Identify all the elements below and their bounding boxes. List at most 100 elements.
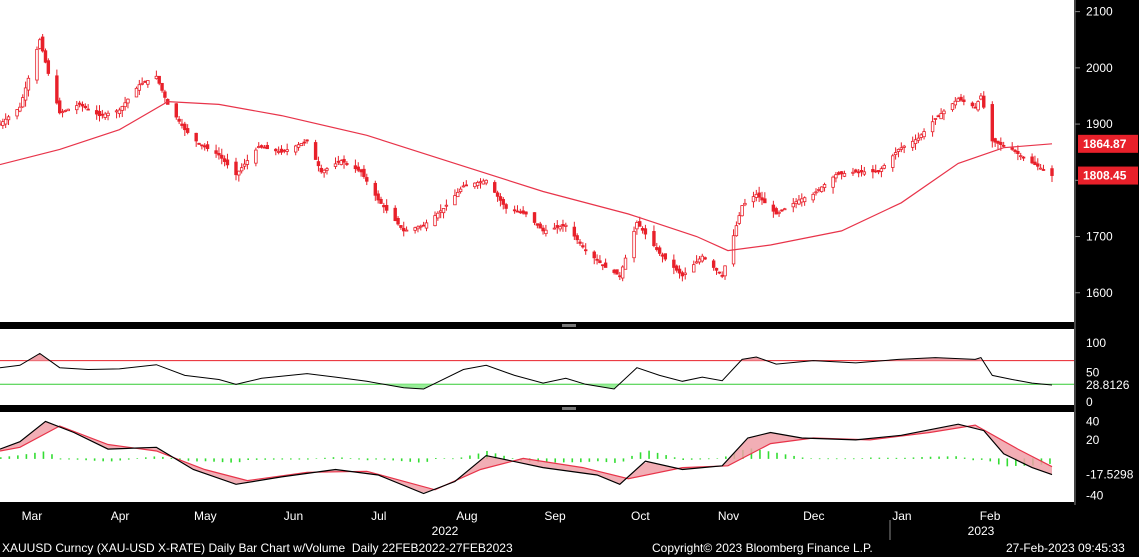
candle-body: [572, 226, 577, 237]
price-tick-label: 1600: [1086, 286, 1113, 300]
candle-body: [521, 210, 525, 214]
candle-body: [660, 254, 665, 257]
timestamp: 27-Feb-2023 09:45:33: [1006, 541, 1125, 555]
candle-body: [478, 181, 483, 184]
macd-histogram-bar: [17, 455, 19, 459]
macd-histogram-bar: [332, 457, 335, 459]
candle-body: [313, 142, 318, 160]
macd-histogram-bar: [665, 455, 667, 459]
candle-body: [635, 222, 639, 230]
candle-body: [123, 102, 127, 108]
splitter-handle[interactable]: [562, 407, 576, 410]
candle-body: [544, 229, 548, 235]
candle-body: [205, 144, 210, 149]
macd-histogram-bar: [290, 458, 292, 460]
candle-body: [874, 170, 878, 173]
candle-body: [723, 265, 727, 277]
candle-body: [879, 168, 884, 172]
candle-body: [94, 110, 99, 115]
candle-body: [598, 260, 602, 264]
copyright: Copyright© 2023 Bloomberg Finance L.P.: [652, 541, 873, 555]
macd-histogram-bar: [682, 458, 684, 460]
candle-body: [515, 210, 520, 213]
candle-body: [174, 103, 178, 118]
candle-body: [913, 139, 918, 144]
macd-signal-line: [0, 424, 1053, 491]
candle-body: [194, 132, 198, 142]
candle-body: [794, 201, 798, 205]
candle-body: [552, 227, 557, 230]
macd-histogram-bar: [486, 450, 488, 459]
candle-body: [257, 146, 261, 148]
candle-body: [950, 103, 955, 111]
candle-body: [299, 143, 304, 147]
candle-body: [356, 166, 360, 171]
rsi-line: [0, 352, 1053, 390]
month-label: Sep: [544, 509, 566, 523]
macd-histogram-bar: [725, 456, 727, 459]
macd-histogram-bar: [247, 458, 249, 460]
splitter-handle[interactable]: [562, 324, 576, 327]
candle-body: [473, 182, 477, 188]
macd-histogram-bar: [631, 455, 633, 459]
macd-histogram-bar: [93, 458, 96, 461]
candle-body: [680, 272, 685, 277]
macd-histogram-bar: [989, 458, 992, 462]
candle-body: [40, 36, 45, 52]
macd-histogram-bar: [298, 458, 301, 460]
candle-body: [518, 211, 523, 214]
price-tick-label: 2000: [1086, 61, 1113, 75]
macd-histogram-bar: [921, 457, 923, 459]
candle-body: [203, 145, 207, 148]
candle-body: [933, 118, 938, 120]
candle-body: [575, 235, 579, 241]
macd-histogram-bar: [51, 454, 53, 459]
macd-histogram-bar: [469, 455, 471, 459]
price-tick-label: 1700: [1086, 230, 1113, 244]
macd-histogram-bar: [870, 457, 872, 459]
candle-body: [86, 108, 90, 111]
candle-body: [740, 205, 744, 217]
candle-body: [373, 182, 378, 196]
candle-body: [15, 109, 19, 117]
macd-histogram-bar: [76, 458, 79, 460]
candle-body: [117, 109, 122, 114]
candle-body: [456, 191, 460, 198]
candle-body: [842, 173, 847, 177]
candle-body: [220, 154, 224, 159]
candle-body: [694, 261, 699, 264]
macd-histogram-bar: [196, 458, 198, 462]
macd-histogram-bar: [511, 458, 514, 459]
macd-histogram-bar: [716, 458, 719, 459]
chart-description: XAUUSD Curncy (XAU-USD X-RATE) Daily Bar…: [2, 541, 513, 555]
candle-body: [970, 102, 975, 107]
candle-body: [618, 275, 622, 278]
candle-body: [976, 101, 980, 111]
candle-body: [737, 215, 741, 224]
candle-body: [996, 140, 1000, 144]
macd-histogram-bar: [707, 458, 710, 460]
candle-body: [532, 212, 537, 223]
macd-histogram-bar: [25, 454, 28, 459]
candle-body: [783, 208, 787, 211]
candle-body: [177, 118, 181, 122]
macd-histogram-bar: [554, 458, 557, 463]
candle-body: [982, 95, 986, 108]
candle-body: [541, 227, 545, 232]
candle-body: [160, 82, 164, 91]
price-panel: [0, 0, 1074, 322]
candle-body: [3, 118, 8, 125]
candle-body: [643, 228, 648, 235]
candle-body: [305, 139, 309, 142]
candle-body: [359, 169, 363, 173]
candle-body: [498, 196, 503, 201]
candle-body: [439, 210, 443, 213]
macd-histogram-bar: [42, 451, 45, 459]
ma-value-badge: [1078, 134, 1138, 153]
macd-histogram-bar: [162, 456, 164, 459]
macd-histogram-bar: [588, 458, 591, 462]
candle-body: [396, 218, 400, 225]
candle-body: [851, 171, 855, 174]
macd-histogram-bar: [324, 457, 326, 459]
candle-body: [23, 87, 28, 101]
